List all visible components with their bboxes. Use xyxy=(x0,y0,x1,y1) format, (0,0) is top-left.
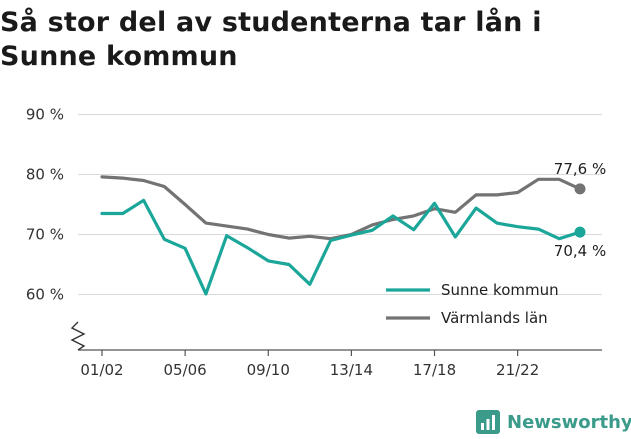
axis-break-icon xyxy=(70,321,86,351)
x-tick-label: 05/06 xyxy=(164,361,207,379)
y-tick-label: 90 % xyxy=(26,106,64,124)
series-end-label: 77,6 % xyxy=(554,160,606,178)
x-axis: 01/02 05/06 09/10 13/14 17/18 21/22 xyxy=(70,321,602,379)
series-line-sunne xyxy=(100,198,582,296)
y-axis-tick-labels: 60 % 70 % 80 % 90 % xyxy=(26,106,64,304)
series-end-point xyxy=(574,183,586,195)
x-tick-label: 09/10 xyxy=(247,361,290,379)
legend-label: Värmlands län xyxy=(441,309,548,327)
legend-label: Sunne kommun xyxy=(441,281,559,299)
series-lines xyxy=(100,175,586,296)
y-tick-label: 60 % xyxy=(26,286,64,304)
series-end-point xyxy=(574,226,586,238)
brand-name: Newsworthy xyxy=(507,411,631,433)
legend: Sunne kommun Värmlands län xyxy=(386,281,559,327)
newsworthy-logo-icon xyxy=(476,410,500,434)
series-line-varmland xyxy=(100,175,582,241)
x-tick-label: 13/14 xyxy=(330,361,373,379)
brand-footer: Newsworthy xyxy=(476,409,631,435)
chart-title: Så stor del av studenterna tar lån i Sun… xyxy=(0,7,542,72)
x-tick-label: 17/18 xyxy=(413,361,456,379)
y-tick-label: 80 % xyxy=(26,166,64,184)
end-labels: 77,6 % 70,4 % xyxy=(554,160,606,260)
x-tick-label: 01/02 xyxy=(80,361,123,379)
grid-lines xyxy=(78,114,602,295)
x-tick-label: 21/22 xyxy=(496,361,539,379)
y-tick-label: 70 % xyxy=(26,226,64,244)
series-end-label: 70,4 % xyxy=(554,242,606,260)
